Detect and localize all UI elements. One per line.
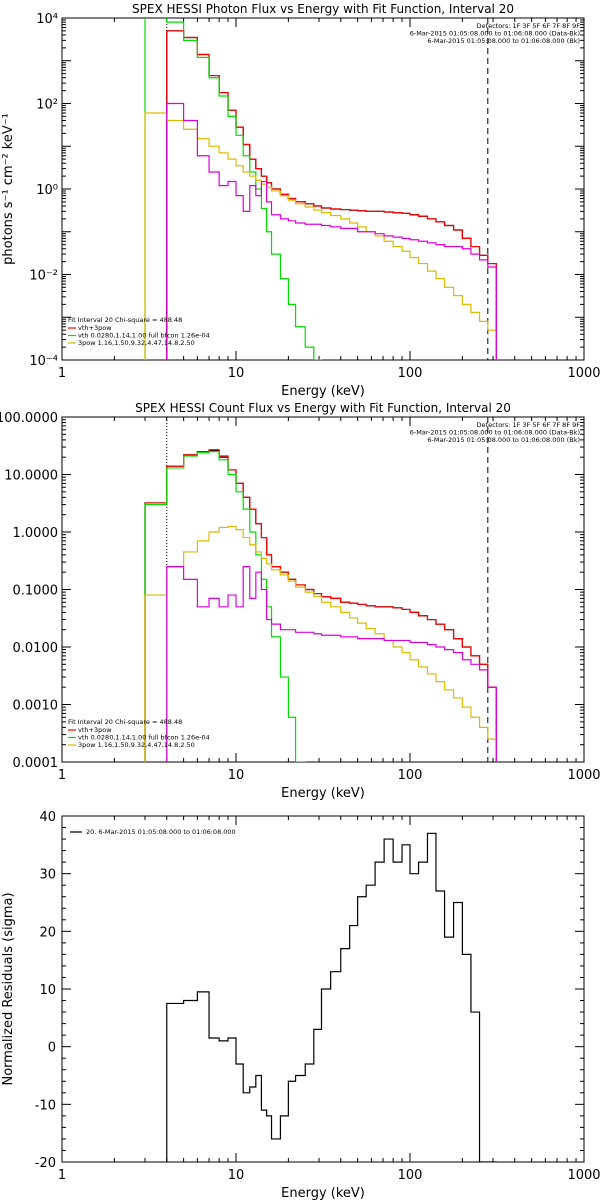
y-tick-label: 0.0001 (13, 756, 59, 771)
y-tick-label: -10 (35, 1098, 56, 1113)
y-tick-label: 10⁻² (29, 269, 58, 284)
y-tick-label: 10² (36, 98, 58, 113)
series-group (144, 18, 497, 360)
y-tick-label: -20 (35, 1156, 56, 1171)
header-line: 6-Mar-2015 01:05:08.000 to 01:06:08.000 … (427, 436, 580, 444)
x-tick-label: 1 (58, 1168, 66, 1183)
series-line-5 (166, 566, 497, 762)
header-line: 6-Mar-2015 01:05:08.000 to 01:06:08.000 … (410, 429, 580, 437)
series-group (166, 832, 497, 1162)
header-line: Detectors: 1F 3F 5F 6F 7F 8F 9F (477, 421, 581, 429)
x-tick-label: 1 (58, 768, 66, 783)
x-tick-label: 1000 (567, 366, 600, 381)
series-line-5 (166, 102, 497, 360)
plot-frame (61, 17, 585, 361)
x-tick-label: 10 (228, 366, 245, 381)
legend-label: 3pow 1.16,1.50,9.32,4.47,14.8,2.50 (78, 741, 195, 749)
y-tick-label: 10⁰ (36, 183, 58, 198)
header-line: Detectors: 1F 3F 5F 6F 7F 8F 9F (477, 22, 581, 30)
legend-label: vth+3pow (78, 324, 112, 332)
legend-label: 20. 6-Mar-2015 01:05:08.000 to 01:06:08.… (86, 828, 236, 836)
y-tick-label: 0.0010 (13, 699, 59, 714)
chart-1: SPEX HESSI Photon Flux vs Energy with Fi… (1, 2, 600, 399)
x-tick-label: 100 (398, 1168, 423, 1183)
y-tick-label: 40 (39, 810, 56, 825)
y-tick-label: 20 (39, 925, 56, 940)
series-line-3 (144, 451, 306, 762)
series-line-1 (166, 832, 497, 1162)
x-tick-label: 1000 (567, 1168, 600, 1183)
y-tick-label: 1.0000 (13, 526, 59, 541)
series-line-1 (144, 450, 497, 762)
chart-title: SPEX HESSI Photon Flux vs Energy with Fi… (132, 2, 514, 16)
x-axis-label: Energy (keV) (281, 786, 365, 801)
chart-title: SPEX HESSI Count Flux vs Energy with Fit… (135, 401, 511, 415)
y-tick-label: 100.0000 (0, 411, 58, 426)
chart-2: SPEX HESSI Count Flux vs Energy with Fit… (0, 401, 600, 801)
header-line: 6-Mar-2015 01:05:08.000 to 01:06:08.000 … (427, 37, 580, 45)
y-tick-label: 0.0100 (13, 641, 59, 656)
legend-label: vth 0.0280,1.14,1.00 full bfcon 1.26e-04 (78, 332, 210, 340)
series-line-4 (144, 112, 497, 360)
x-tick-label: 100 (398, 366, 423, 381)
y-tick-label: 10⁻⁴ (29, 354, 58, 369)
series-group (144, 449, 497, 762)
y-tick-label: 10 (39, 983, 56, 998)
y-tick-label: 0 (48, 1041, 56, 1056)
y-axis-label: Normalized Residuals (sigma) (1, 892, 16, 1085)
x-tick-label: 10 (228, 1168, 245, 1183)
legend-title: Fit Interval 20 Chi-square = 488.48 (68, 316, 182, 324)
x-axis-label: Energy (keV) (281, 1186, 365, 1200)
legend-label: vth+3pow (78, 726, 112, 734)
x-tick-label: 1000 (567, 768, 600, 783)
plot-frame (61, 416, 585, 763)
x-tick-label: 100 (398, 768, 423, 783)
y-axis-label: photons s⁻¹ cm⁻² keV⁻¹ (1, 113, 16, 265)
x-axis-label: Energy (keV) (281, 384, 365, 399)
y-tick-label: 10⁴ (36, 12, 58, 27)
x-tick-label: 1 (58, 366, 66, 381)
legend-title: Fit Interval 20 Chi-square = 488.48 (68, 718, 182, 726)
y-tick-label: 10.0000 (4, 469, 58, 484)
legend-label: vth 0.0280,1.14,1.00 full bfcon 1.26e-04 (78, 734, 210, 742)
chart-3: 1 10 100 1000 Energy (keV) -20 -10 0 10 20 30 40 Nor… (1, 810, 600, 1200)
header-line: 6-Mar-2015 01:05:08.000 to 01:06:08.000 … (410, 30, 580, 38)
y-tick-label: 0.1000 (13, 584, 59, 599)
legend-label: 3pow 1.16,1.50,9.32,4.47,14.8,2.50 (78, 339, 195, 347)
x-tick-label: 10 (228, 768, 245, 783)
series-line-2 (144, 449, 497, 762)
series-line-4 (144, 525, 497, 762)
y-tick-label: 30 (39, 868, 56, 883)
